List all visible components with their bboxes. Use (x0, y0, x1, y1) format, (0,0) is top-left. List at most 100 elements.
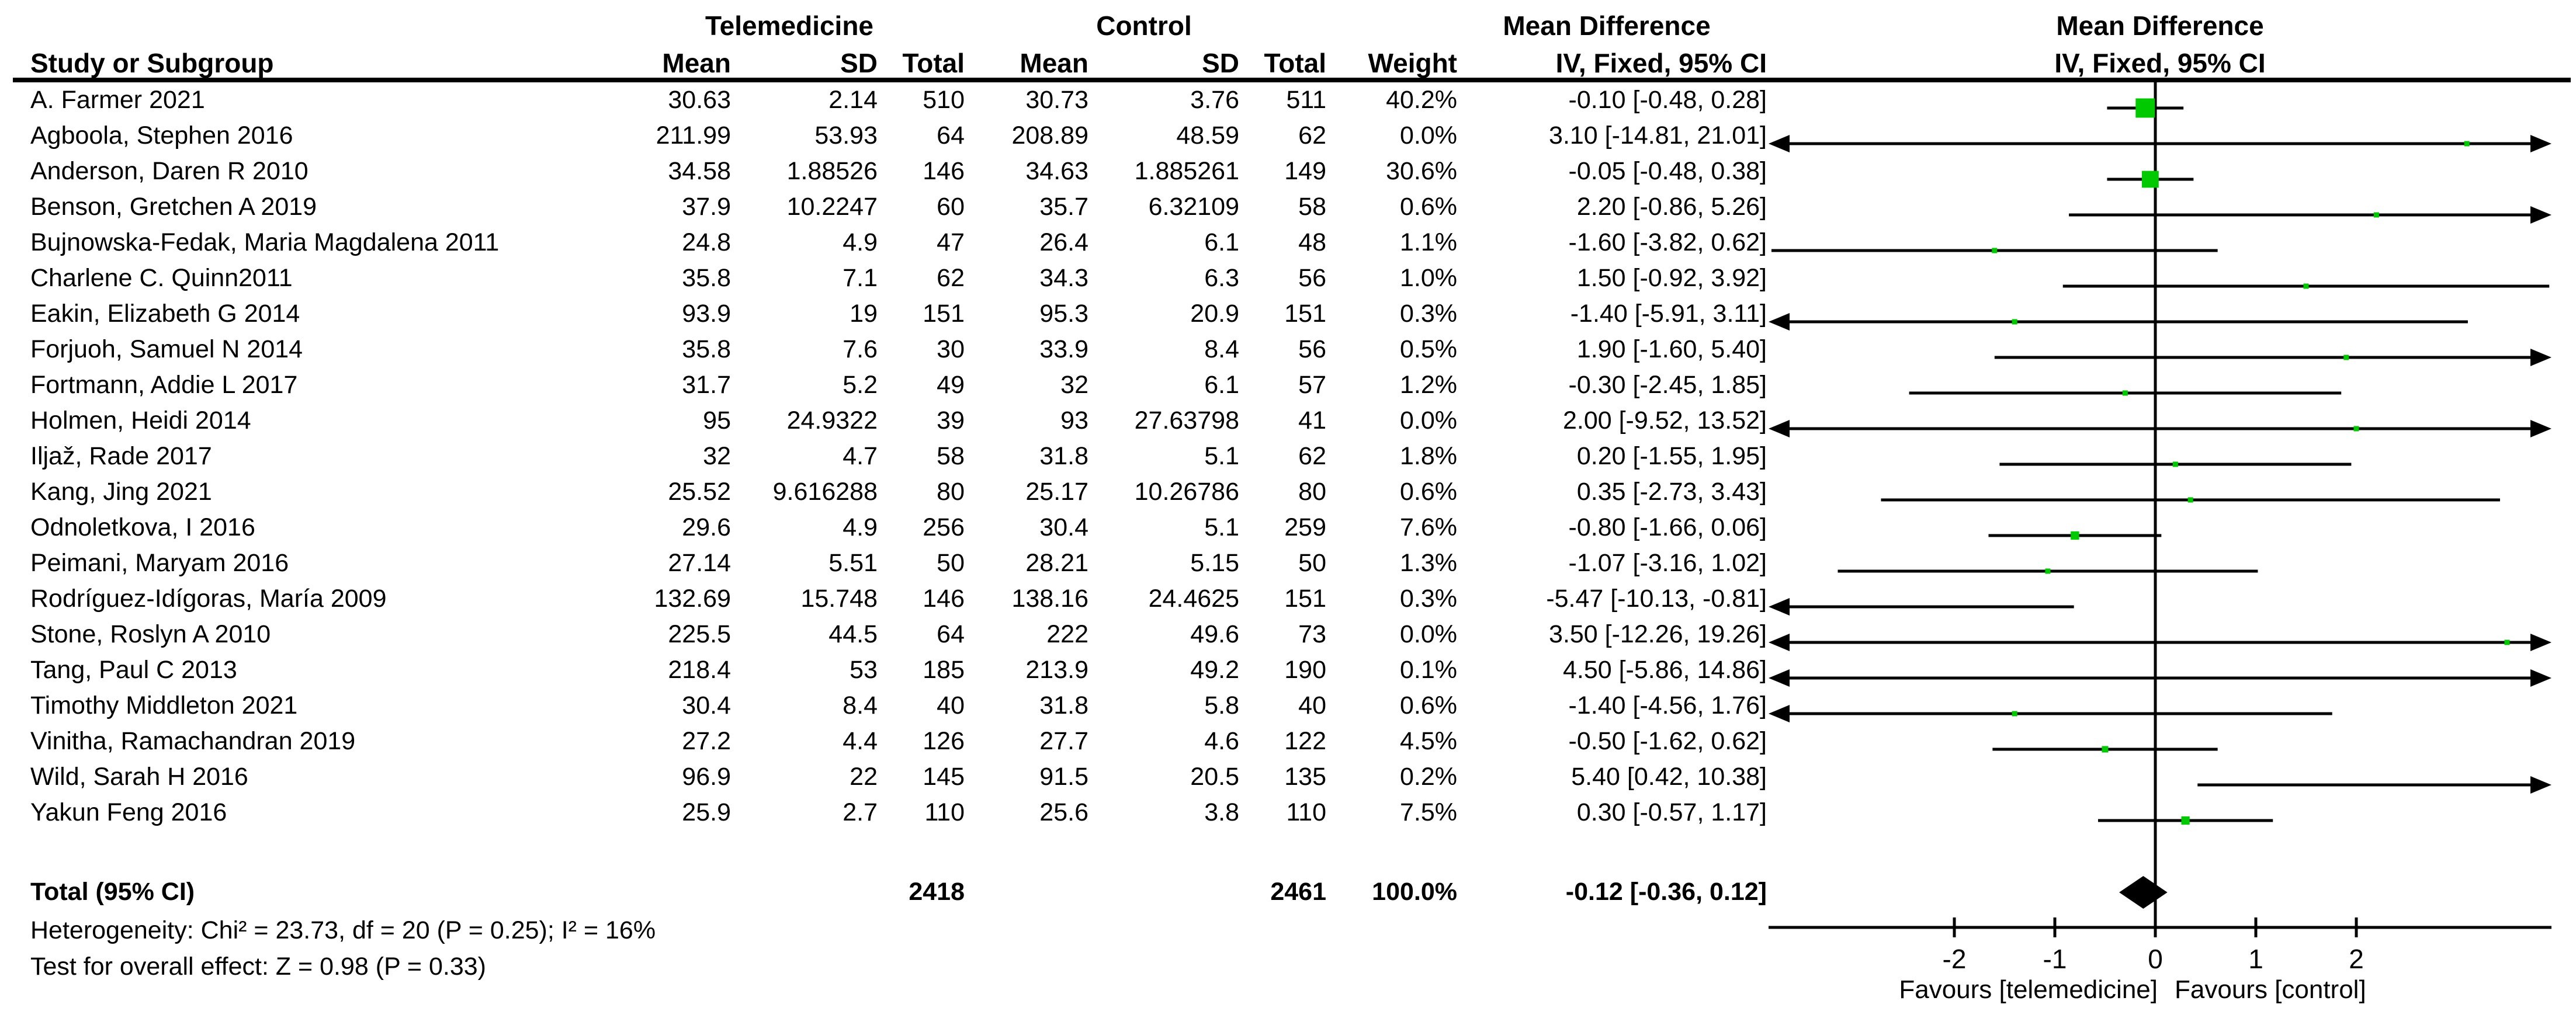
weight-value: 0.2% (1399, 763, 1457, 791)
telemedicine-sd: 4.7 (843, 442, 878, 470)
control-total: 80 (1298, 478, 1326, 506)
control-sd: 6.3 (1204, 264, 1239, 292)
control-sd: 5.15 (1190, 549, 1239, 577)
study-name: Timothy Middleton 2021 (30, 691, 298, 719)
control-mean: 27.7 (1039, 727, 1088, 755)
control-mean: 26.4 (1039, 228, 1088, 256)
control-mean: 25.17 (1025, 478, 1088, 506)
control-sd: 3.76 (1190, 86, 1239, 114)
control-mean: 31.8 (1039, 442, 1088, 470)
control-total: 57 (1298, 371, 1326, 399)
col-header-t-total: Total (902, 48, 965, 78)
telemedicine-mean: 95 (703, 406, 731, 434)
control-sd: 6.1 (1204, 371, 1239, 399)
col-header-ci-text: IV, Fixed, 95% CI (1555, 48, 1767, 78)
study-name: Fortmann, Addie L 2017 (30, 371, 298, 399)
study-table: A. Farmer 2021 30.63 2.14 510 30.73 3.76 511 40… (13, 82, 1767, 830)
control-mean: 34.3 (1039, 264, 1088, 292)
telemedicine-total: 510 (923, 86, 965, 114)
study-name: Iljaž, Rade 2017 (30, 442, 212, 470)
telemedicine-total: 49 (937, 371, 965, 399)
control-mean: 208.89 (1011, 121, 1088, 150)
weight-value: 0.6% (1399, 478, 1457, 506)
telemedicine-mean: 27.2 (682, 727, 731, 755)
study-name: Kang, Jing 2021 (30, 478, 212, 506)
study-name: Tang, Paul C 2013 (30, 656, 237, 684)
favours-right-label: Favours [control] (2175, 975, 2366, 1004)
effect-square (2187, 497, 2193, 503)
telemedicine-mean: 25.9 (682, 798, 731, 826)
control-mean: 25.6 (1039, 798, 1088, 826)
telemedicine-sd: 19 (850, 300, 878, 328)
control-sd: 20.9 (1190, 300, 1239, 328)
telemedicine-mean: 132.69 (654, 585, 731, 613)
ci-text: 3.50 [-12.26, 19.26] (1549, 620, 1767, 648)
control-sd: 8.4 (1204, 335, 1239, 363)
weight-value: 0.5% (1399, 335, 1457, 363)
right-arrow-icon (2530, 135, 2551, 152)
telemedicine-total: 30 (937, 335, 965, 363)
telemedicine-sd: 22 (850, 763, 878, 791)
col-header-c-sd: SD (1202, 48, 1239, 78)
left-arrow-icon (1769, 135, 1790, 152)
right-arrow-icon (2530, 634, 2551, 651)
ci-text: -0.05 [-0.48, 0.38] (1568, 157, 1767, 185)
axis-tick-label: -1 (2043, 944, 2067, 974)
control-sd: 10.26786 (1134, 478, 1239, 506)
control-sd: 4.6 (1204, 727, 1239, 755)
effect-square (1992, 248, 1998, 253)
weight-value: 4.5% (1399, 727, 1457, 755)
study-name: Rodríguez-Idígoras, María 2009 (30, 585, 387, 613)
telemedicine-total: 64 (937, 620, 965, 648)
weight-value: 0.3% (1399, 585, 1457, 613)
telemedicine-sd: 24.9322 (786, 406, 878, 434)
weight-value: 0.0% (1399, 620, 1457, 648)
right-arrow-icon (2530, 349, 2551, 366)
telemedicine-sd: 7.1 (843, 264, 878, 292)
effect-square (2343, 354, 2349, 360)
left-arrow-icon (1769, 634, 1790, 651)
group-header-mean-difference-plot: Mean Difference (2056, 11, 2264, 41)
control-total: 151 (1284, 585, 1326, 613)
effect-square (2071, 531, 2079, 540)
right-arrow-icon (2530, 776, 2551, 794)
col-header-weight: Weight (1368, 48, 1457, 78)
control-total: 41 (1298, 406, 1326, 434)
total-control-n: 2461 (1270, 878, 1326, 906)
study-name: Benson, Gretchen A 2019 (30, 193, 317, 221)
telemedicine-mean: 31.7 (682, 371, 731, 399)
ci-text: 4.50 [-5.86, 14.86] (1562, 656, 1767, 684)
control-mean: 31.8 (1039, 691, 1088, 719)
control-total: 190 (1284, 656, 1326, 684)
control-mean: 35.7 (1039, 193, 1088, 221)
study-name: Holmen, Heidi 2014 (30, 406, 251, 434)
control-total: 73 (1298, 620, 1326, 648)
control-sd: 49.6 (1190, 620, 1239, 648)
control-total: 135 (1284, 763, 1326, 791)
telemedicine-total: 110 (924, 798, 965, 826)
telemedicine-total: 50 (937, 549, 965, 577)
control-total: 40 (1298, 691, 1326, 719)
effect-square (2181, 816, 2190, 825)
telemedicine-mean: 34.58 (668, 157, 731, 185)
col-header-t-sd: SD (840, 48, 878, 78)
effect-square (2303, 283, 2309, 289)
telemedicine-total: 151 (923, 300, 965, 328)
telemedicine-sd: 2.7 (843, 798, 878, 826)
study-name: Eakin, Elizabeth G 2014 (30, 300, 300, 328)
right-arrow-icon (2530, 206, 2551, 224)
ci-text: -5.47 [-10.13, -0.81] (1546, 585, 1767, 613)
control-total: 62 (1298, 442, 1326, 470)
control-sd: 3.8 (1204, 798, 1239, 826)
telemedicine-total: 62 (937, 264, 965, 292)
control-mean: 138.16 (1011, 585, 1088, 613)
pooled-diamond (2119, 876, 2168, 909)
ci-text: 0.35 [-2.73, 3.43] (1576, 478, 1767, 506)
right-arrow-icon (2530, 669, 2551, 687)
control-sd: 1.885261 (1134, 157, 1239, 185)
study-name: Stone, Roslyn A 2010 (30, 620, 271, 648)
study-name: Bujnowska-Fedak, Maria Magdalena 2011 (30, 228, 500, 256)
effect-square (2045, 568, 2051, 574)
left-arrow-icon (1769, 598, 1790, 616)
telemedicine-total: 126 (923, 727, 965, 755)
